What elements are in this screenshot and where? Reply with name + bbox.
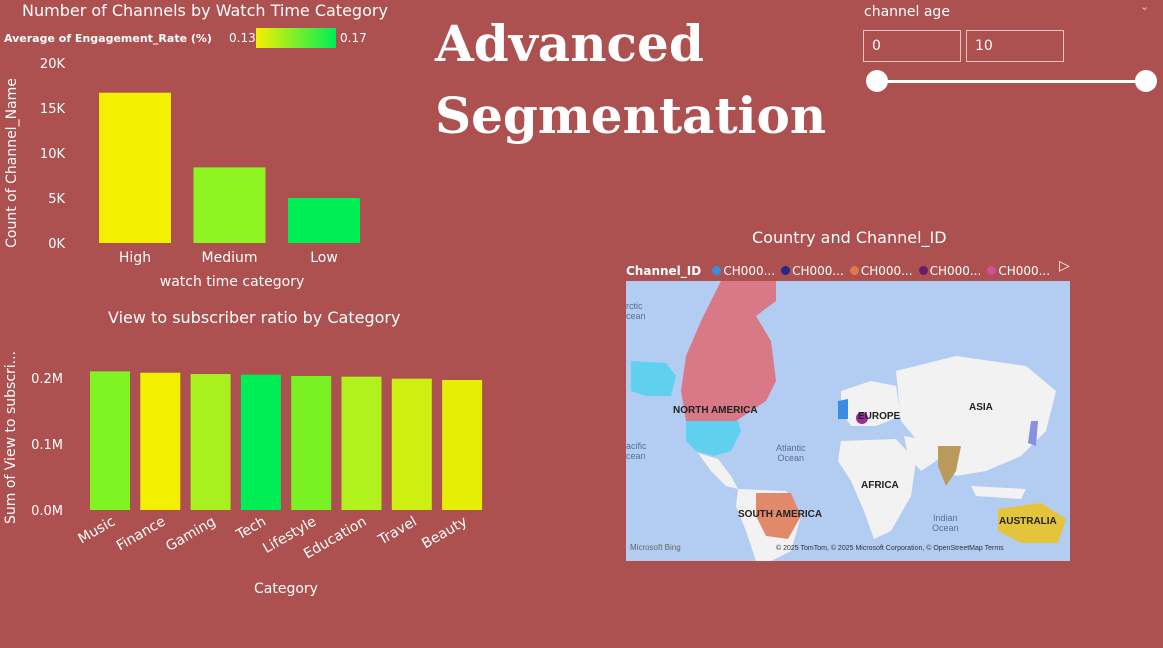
bar[interactable] xyxy=(140,372,181,510)
north-america-label: NORTH AMERICA xyxy=(673,405,758,416)
map-legend-title: Channel_ID xyxy=(626,264,702,278)
canada-shape xyxy=(681,281,776,421)
australia-label: AUSTRALIA xyxy=(999,516,1057,527)
y-tick-label: 0.0M xyxy=(31,504,63,519)
bar[interactable] xyxy=(442,379,483,510)
x-tick-label: Tech xyxy=(233,514,269,544)
map-legend-item[interactable]: CH000... xyxy=(849,263,913,278)
page-title-line2: Segmentation xyxy=(435,86,827,145)
africa-label: AFRICA xyxy=(861,480,899,491)
legend-item-label: CH000... xyxy=(792,263,844,278)
germany-marker xyxy=(856,412,868,424)
alaska-shape xyxy=(631,361,676,396)
bing-logo: Microsoft Bing xyxy=(630,543,681,552)
legend-dot xyxy=(918,266,928,275)
x-tick-label: High xyxy=(119,250,151,266)
bar[interactable] xyxy=(193,167,266,243)
south-america-label: SOUTH AMERICA xyxy=(738,509,823,520)
map-legend-item[interactable]: CH000... xyxy=(918,263,982,278)
legend-dot xyxy=(781,266,791,275)
map-attribution[interactable]: © 2025 TomTom, © 2025 Microsoft Corporat… xyxy=(776,545,1004,552)
europe-label: EUROPE xyxy=(858,411,901,422)
mexico-shape xyxy=(698,453,738,489)
x-tick-label: Medium xyxy=(202,250,258,266)
slicer-label: channel age xyxy=(864,4,950,20)
ratio-chart-title: View to subscriber ratio by Category xyxy=(108,308,401,327)
y-tick-label: 10K xyxy=(40,147,66,162)
bar[interactable] xyxy=(99,92,171,243)
map-title: Country and Channel_ID xyxy=(752,228,947,247)
brazil-shape xyxy=(756,493,801,539)
bar[interactable] xyxy=(288,198,360,243)
pacific-ocean-label: acific cean xyxy=(626,441,647,461)
watchtime-bar-chart: 0K 5K 10K 15K 20K High Medium Low watch time cat… xyxy=(4,57,360,290)
bar[interactable] xyxy=(190,374,231,510)
bar[interactable] xyxy=(291,376,332,510)
page-title: Advanced Segmentation xyxy=(435,8,855,152)
slicer-min-input[interactable]: 0 xyxy=(863,30,961,62)
bar[interactable] xyxy=(90,371,130,510)
y-tick-label: 20K xyxy=(40,57,66,72)
bar[interactable] xyxy=(341,376,382,510)
engagement-legend-title: Average of Engagement_Rate (%) xyxy=(4,32,212,45)
map-legend-item[interactable]: CH000... xyxy=(781,264,844,278)
x-tick-label: Low xyxy=(310,250,338,266)
bar[interactable] xyxy=(240,374,281,510)
y-tick-label: 5K xyxy=(48,192,65,207)
x-tick-label: Music xyxy=(75,514,118,548)
chevron-down-icon[interactable]: ⌄ xyxy=(1140,0,1150,13)
map-legend-item[interactable]: CH000... xyxy=(712,264,775,278)
page-title-line1: Advanced xyxy=(435,14,704,73)
legend-item-label: CH000... xyxy=(998,263,1051,278)
y-axis-title: Sum of View to subscri... xyxy=(3,351,19,524)
legend-dot xyxy=(712,266,722,275)
australia-shape xyxy=(998,503,1066,543)
y-tick-label: 0.1M xyxy=(31,438,63,453)
uk-shape xyxy=(838,399,848,419)
x-tick-label: Finance xyxy=(114,514,168,555)
y-tick-label: 15K xyxy=(40,102,66,117)
map-legend: Channel_ID CH000... CH000... CH000... CH000… xyxy=(626,260,1056,279)
x-tick-label: Travel xyxy=(375,514,420,549)
bar[interactable] xyxy=(391,378,432,510)
map-shapes xyxy=(631,281,1066,561)
legend-item-label: CH000... xyxy=(929,263,982,278)
slicer-max-input[interactable]: 10 xyxy=(966,30,1064,62)
indonesia-shape xyxy=(971,486,1026,499)
usa-shape xyxy=(686,421,741,456)
y-tick-label: 0.2M xyxy=(31,372,63,387)
europe-shape xyxy=(841,381,901,426)
arctic-ocean-label: rctic cean xyxy=(626,301,646,321)
atlantic-ocean-label: Atlantic Ocean xyxy=(776,443,806,463)
legend-dot xyxy=(849,266,859,275)
legend-item-label: CH000... xyxy=(723,263,776,278)
legend-dot xyxy=(987,266,997,275)
world-map[interactable]: rctic cean acific cean Atlantic Ocean India… xyxy=(626,281,1070,561)
engagement-legend-max: 0.17 xyxy=(340,31,367,45)
x-tick-label: Beauty xyxy=(419,514,470,553)
slider-track[interactable] xyxy=(877,80,1147,83)
asia-shape xyxy=(896,356,1056,476)
y-axis-title: Count of Channel_Name xyxy=(4,78,20,248)
indian-ocean-label: Indian Ocean xyxy=(932,513,959,533)
engagement-legend-min: 0.13 xyxy=(229,31,256,45)
arabia-shape xyxy=(904,436,936,471)
japan-shape xyxy=(1028,421,1038,446)
legend-next-icon[interactable]: ▷ xyxy=(1059,258,1070,274)
india-shape xyxy=(938,446,961,486)
asia-label: ASIA xyxy=(969,402,993,413)
legend-item-label: CH000... xyxy=(860,263,913,278)
x-axis-title: Category xyxy=(254,581,318,597)
engagement-gradient-bar xyxy=(256,28,336,48)
slider-max-handle[interactable] xyxy=(1135,70,1157,92)
slider-min-handle[interactable] xyxy=(866,70,888,92)
x-axis-title: watch time category xyxy=(160,274,305,290)
watchtime-chart-title: Number of Channels by Watch Time Categor… xyxy=(22,1,388,20)
africa-shape xyxy=(838,439,916,539)
y-tick-label: 0K xyxy=(48,237,65,252)
x-tick-label: Gaming xyxy=(163,514,218,555)
map-legend-item[interactable]: CH000... xyxy=(987,264,1050,278)
